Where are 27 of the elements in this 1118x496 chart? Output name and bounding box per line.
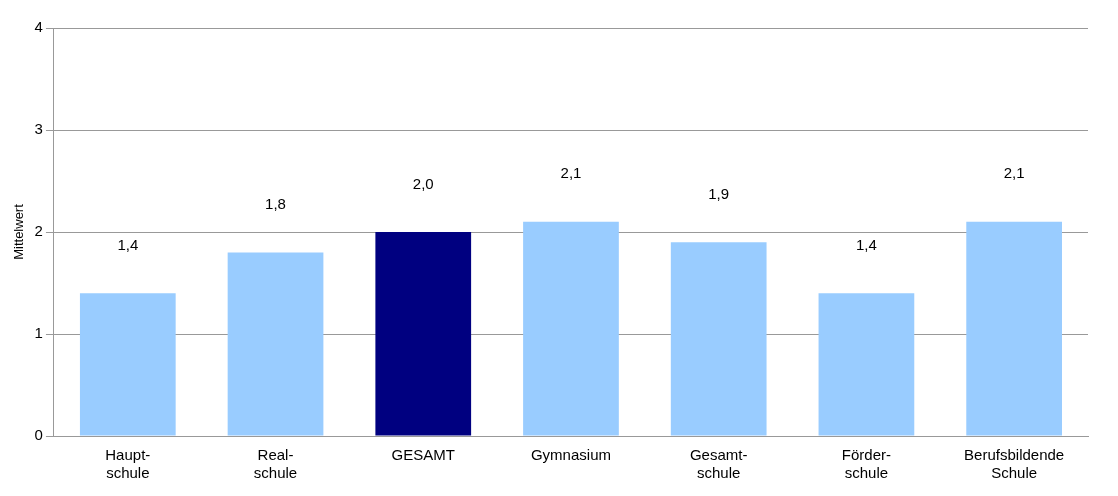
y-axis-title: Mittelwert	[11, 203, 27, 260]
bar	[966, 221, 1062, 436]
bar	[375, 232, 472, 436]
x-tick-label: Gymnasium	[530, 446, 611, 464]
data-label: 1,8	[265, 195, 286, 213]
bar	[227, 252, 324, 436]
y-tick-label: 2	[34, 222, 43, 240]
data-label: 1,4	[855, 235, 877, 253]
y-tick-label: 1	[34, 324, 43, 342]
bar	[79, 293, 176, 436]
data-label: 1,9	[708, 184, 730, 202]
y-tick-label: 0	[34, 426, 43, 444]
bar	[670, 242, 767, 436]
x-tick-label: Gesamt- schule	[689, 446, 748, 482]
x-tick-label: Förder- schule	[841, 446, 892, 482]
y-tick-label: 3	[34, 120, 43, 138]
y-tick-label: 4	[34, 18, 43, 36]
data-label: 2,1	[560, 164, 582, 182]
bar	[523, 221, 619, 436]
data-label: 2,1	[1003, 164, 1025, 182]
x-tick-label: Berufsbildende Schule	[964, 446, 1065, 482]
x-tick-label: GESAMT	[391, 446, 455, 464]
x-tick-label: Haupt- schule	[105, 446, 151, 482]
data-label: 1,4	[117, 235, 139, 253]
data-label: 2,0	[412, 174, 434, 192]
bar	[818, 293, 915, 436]
x-tick-label: Real- schule	[253, 446, 298, 482]
